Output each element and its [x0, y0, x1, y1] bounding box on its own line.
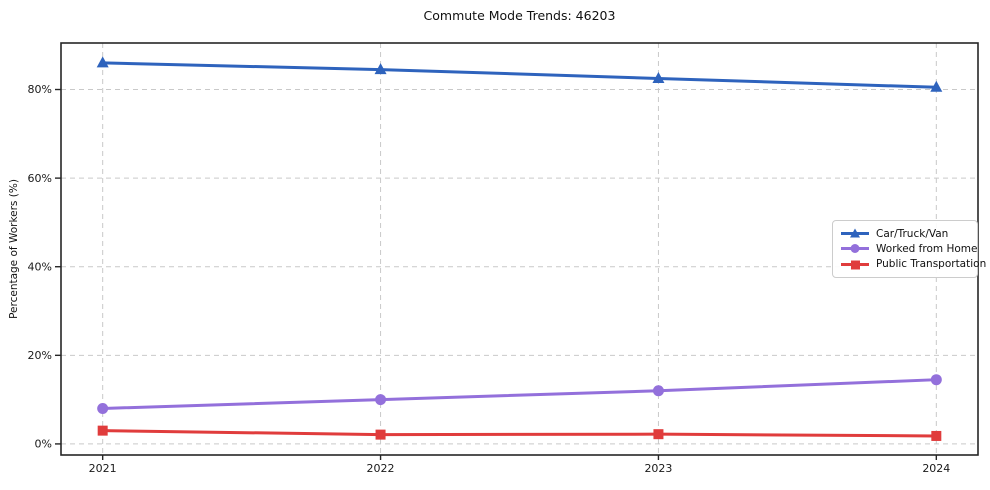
data-point-marker-worked-from-home [375, 394, 387, 406]
data-point-marker-worked-from-home [97, 402, 109, 414]
legend-item-car-truck-van: Car/Truck/Van [840, 227, 969, 240]
legend-triangle-marker-icon [841, 228, 869, 238]
x-tick-label: 2021 [89, 462, 117, 475]
y-tick-label: 20% [28, 349, 52, 362]
legend-square-marker-icon [841, 260, 869, 270]
legend-item-worked-from-home: Worked from Home [840, 242, 977, 255]
data-point-marker-car-truck-van [96, 56, 109, 68]
data-point-marker-public-transportation [97, 425, 108, 436]
y-tick-label: 40% [28, 260, 52, 273]
x-tick-label: 2024 [922, 462, 950, 475]
y-tick-label: 0% [35, 438, 52, 451]
legend-label: Worked from Home [876, 242, 978, 255]
data-point-marker-public-transportation [931, 430, 942, 441]
data-point-marker-public-transportation [653, 429, 664, 440]
legend-label: Car/Truck/Van [876, 227, 949, 240]
line-series-car-truck-van [101, 61, 938, 89]
line-series-public-transportation [101, 429, 938, 438]
x-tick-label: 2023 [644, 462, 672, 475]
y-tick-label: 60% [28, 172, 52, 185]
y-tick-label: 80% [28, 83, 52, 96]
chart-title: Commute Mode Trends: 46203 [423, 8, 616, 23]
data-point-marker-worked-from-home [930, 374, 942, 386]
data-point-marker-public-transportation [375, 429, 386, 440]
data-point-marker-car-truck-van [930, 80, 943, 92]
data-point-marker-worked-from-home [652, 385, 664, 397]
data-point-marker-car-truck-van [652, 71, 665, 83]
legend-label: Public Transportation [876, 258, 987, 271]
legend-circle-marker-icon [841, 244, 869, 254]
data-point-marker-car-truck-van [374, 63, 387, 75]
x-tick-label: 2022 [367, 462, 395, 475]
line-series-worked-from-home [101, 378, 938, 410]
legend-item-public-transportation: Public Transportation [840, 258, 986, 271]
chart-legend: Car/Truck/Van Worked from Home Public Tran… [832, 220, 986, 278]
axes-spines [60, 42, 979, 456]
